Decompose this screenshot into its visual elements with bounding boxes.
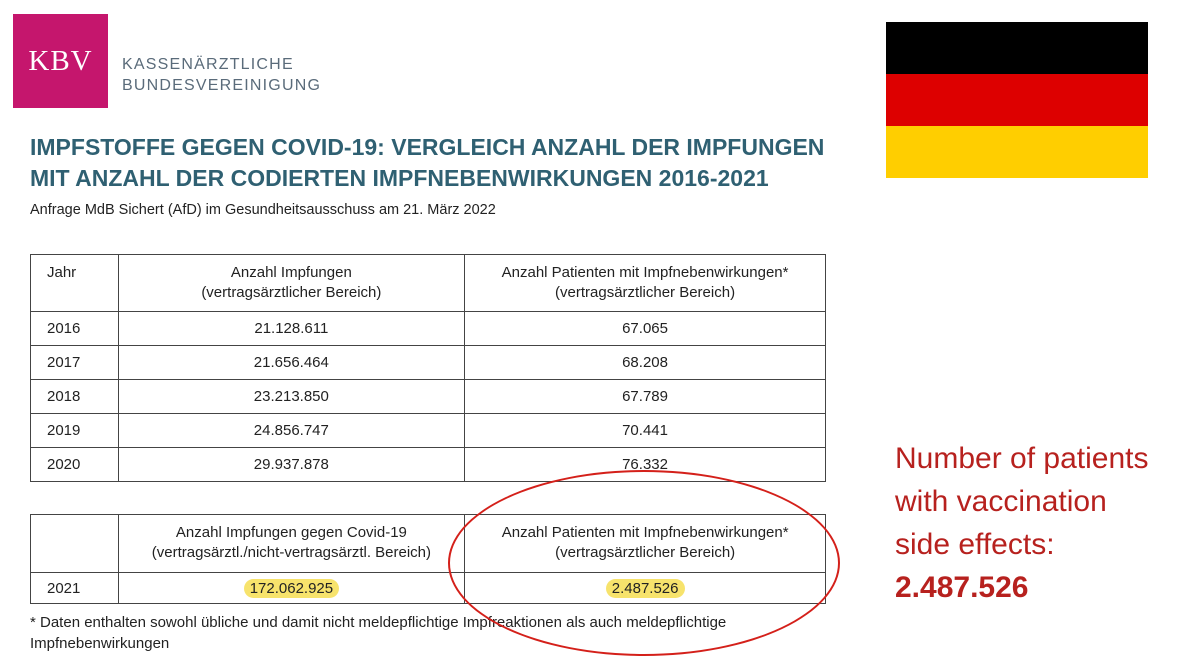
header-patients-line-1: Anzahl Patienten mit Impfnebenwirkungen*	[501, 264, 789, 281]
table-row: 2019 24.856.747 70.441	[30, 413, 826, 448]
table-row: 2017 21.656.464 68.208	[30, 345, 826, 380]
flag-stripe-black	[886, 22, 1148, 74]
table-row: 2016 21.128.611 67.065	[30, 311, 826, 346]
title-line-2: MIT ANZAHL DER CODIERTEN IMPFNEBENWIRKUN…	[30, 165, 769, 191]
cell-vaccinations: 29.937.878	[117, 447, 466, 482]
logo-line-2: BUNDESVEREINIGUNG	[122, 77, 322, 94]
cell-vaccinations: 21.656.464	[117, 345, 466, 380]
title-line-1: IMPFSTOFFE GEGEN COVID-19: VERGLEICH ANZ…	[30, 134, 825, 160]
cell-vaccinations: 23.213.850	[117, 379, 466, 414]
cell-year: 2020	[30, 447, 119, 482]
header-empty	[30, 514, 119, 573]
flag-stripe-gold	[886, 126, 1148, 178]
cell-patients: 70.441	[464, 413, 826, 448]
header-vaccinations-line-1: Anzahl Impfungen	[230, 264, 352, 281]
cell-year: 2016	[30, 311, 119, 346]
header-covid-vaccinations: Anzahl Impfungen gegen Covid-19 (vertrag…	[117, 514, 466, 573]
footnote-line-2: Impfnebenwirkungen	[30, 635, 170, 652]
flag-stripe-red	[886, 74, 1148, 126]
logo-text: KASSENÄRZTLICHE BUNDESVEREINIGUNG	[122, 54, 321, 96]
cell-year: 2019	[30, 413, 119, 448]
page-subtitle: Anfrage MdB Sichert (AfD) im Gesundheits…	[30, 202, 496, 218]
cell-patients: 68.208	[464, 345, 826, 380]
header-covid-vaccinations-line-2: (vertragsärztl./nicht-vertragsärztl. Ber…	[151, 544, 432, 561]
header-patients: Anzahl Patienten mit Impfnebenwirkungen*…	[464, 254, 826, 312]
header-covid-vaccinations-line-1: Anzahl Impfungen gegen Covid-19	[175, 524, 407, 541]
logo-abbr: KBV	[28, 44, 93, 77]
cell-year: 2018	[30, 379, 119, 414]
cell-patients: 67.065	[464, 311, 826, 346]
table-row: 2020 29.937.878 76.332	[30, 447, 826, 482]
header-vaccinations: Anzahl Impfungen (vertragsärztlicher Ber…	[117, 254, 466, 312]
annotation-line-3: side effects:	[895, 528, 1055, 561]
header-vaccinations-line-2: (vertragsärztlicher Bereich)	[201, 284, 382, 301]
highlighted-vaccinations: 172.062.925	[243, 578, 340, 598]
header-year: Jahr	[30, 254, 119, 312]
vaccination-table: Jahr Anzahl Impfungen (vertragsärztliche…	[30, 254, 826, 482]
table-row: 2018 23.213.850 67.789	[30, 379, 826, 414]
highlight-circle	[448, 470, 840, 656]
header-patients-line-2: (vertragsärztlicher Bereich)	[555, 284, 736, 301]
annotation-callout: Number of patients with vaccination side…	[895, 437, 1195, 609]
cell-year: 2017	[30, 345, 119, 380]
annotation-line-1: Number of patients	[895, 442, 1149, 475]
table-header-row: Jahr Anzahl Impfungen (vertragsärztliche…	[30, 254, 826, 312]
cell-vaccinations: 24.856.747	[117, 413, 466, 448]
annotation-value: 2.487.526	[895, 571, 1029, 604]
page-title: IMPFSTOFFE GEGEN COVID-19: VERGLEICH ANZ…	[30, 132, 850, 194]
cell-covid-vaccinations: 172.062.925	[117, 572, 466, 604]
kbv-logo: KBV	[13, 14, 108, 108]
cell-patients: 67.789	[464, 379, 826, 414]
logo-line-1: KASSENÄRZTLICHE	[122, 56, 294, 73]
german-flag-icon	[886, 22, 1148, 178]
cell-year: 2021	[30, 572, 119, 604]
annotation-line-2: with vaccination	[895, 485, 1107, 518]
cell-vaccinations: 21.128.611	[117, 311, 466, 346]
